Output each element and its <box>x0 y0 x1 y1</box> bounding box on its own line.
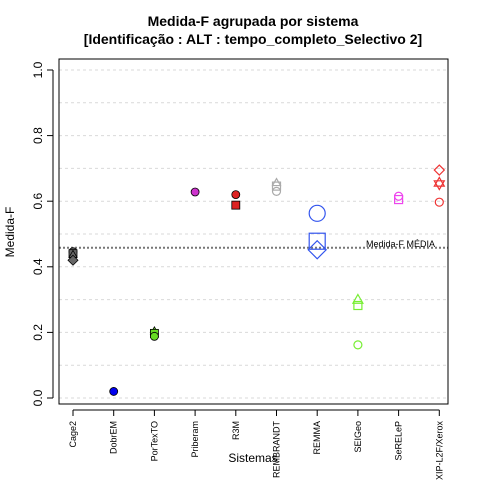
data-point-triangle <box>433 176 446 187</box>
data-point-square <box>271 181 282 191</box>
data-point-square <box>394 194 404 205</box>
data-point-circle <box>149 331 159 341</box>
data-point-circle <box>394 191 404 201</box>
data-point-circle <box>353 340 363 350</box>
x-axis: Cage2 DobrEM PorTexTO Priberam R3M REMBRANDT R… <box>68 409 444 480</box>
data-point-circle <box>231 190 241 200</box>
y-tick-label: 1.0 <box>31 61 45 78</box>
x-tick-label: XIP-L2F/Xerox <box>434 421 444 480</box>
plot-frame <box>58 58 449 405</box>
x-tick-label: SEIGeo <box>353 421 363 453</box>
y-axis: 0.0 0.2 0.4 0.6 0.8 1.0 <box>31 61 54 406</box>
data-points <box>67 164 446 396</box>
data-point-circle <box>190 187 200 197</box>
y-tick-label: 0.6 <box>31 193 45 210</box>
data-point-diamond <box>67 254 79 266</box>
mean-line-group: Medida-F MÉDIA <box>59 239 448 249</box>
x-tick-label: Cage2 <box>68 421 78 448</box>
x-tick-label: REMBRANDT <box>272 421 282 479</box>
data-point-square <box>231 200 241 210</box>
data-point-circle <box>434 197 444 207</box>
x-tick-label: Priberam <box>190 421 200 458</box>
data-point-circle <box>271 186 282 196</box>
data-point-triangle-down <box>433 180 446 191</box>
x-tick-label: PorTexTO <box>149 421 159 461</box>
x-axis-label: Sistemas <box>228 451 277 465</box>
y-tick-label: 0.0 <box>31 389 45 406</box>
x-tick-label: R3M <box>231 421 241 440</box>
data-point-circle <box>308 204 326 222</box>
data-point-circle <box>109 387 119 396</box>
data-point-diamond <box>433 164 446 176</box>
x-tick-label: DobrEM <box>109 421 119 454</box>
chart-title-line1: Medida-F agrupada por sistema <box>148 13 359 29</box>
x-tick-label: SeRELeP <box>394 421 404 461</box>
mean-line-label: Medida-F MÉDIA <box>366 239 435 249</box>
data-point-diamond <box>307 239 328 260</box>
chart-title-line2: [Identificação : ALT : tempo_completo_Se… <box>84 31 422 47</box>
y-tick-label: 0.8 <box>31 127 45 144</box>
data-point-square <box>308 232 326 250</box>
x-tick-label: REMMA <box>312 421 322 455</box>
y-tick-label: 0.4 <box>31 258 45 275</box>
y-axis-label: Medida-F <box>3 207 17 258</box>
data-point-triangle <box>351 293 364 304</box>
data-point-square <box>353 300 363 311</box>
grid-lines <box>59 69 448 399</box>
y-tick-label: 0.2 <box>31 324 45 341</box>
